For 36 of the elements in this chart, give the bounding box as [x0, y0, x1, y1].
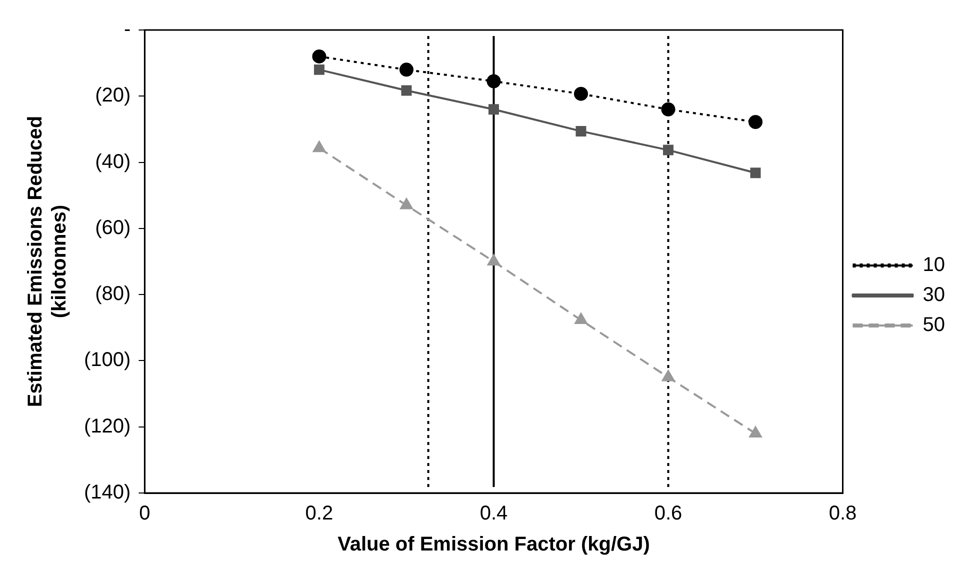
point: [750, 168, 761, 178]
point: [314, 64, 324, 75]
y-tick-label: (100): [84, 349, 131, 372]
point: [486, 74, 501, 88]
y-axis-title: Estimated Emissions Reduced (kilotonnes): [24, 116, 71, 408]
point: [574, 86, 588, 101]
point: [576, 126, 586, 136]
point: [399, 62, 414, 77]
y-tick-label: (40): [95, 150, 131, 173]
x-tick-label: 0.2: [305, 502, 334, 525]
legend-label: 30: [922, 284, 946, 306]
point: [401, 85, 412, 96]
point: [661, 102, 676, 116]
y-tick-label: (120): [84, 415, 131, 438]
point: [749, 426, 762, 438]
point: [488, 254, 500, 266]
point: [574, 313, 588, 324]
point: [662, 370, 674, 382]
legend-label: 50: [922, 314, 946, 336]
point: [488, 104, 499, 115]
y-tick-label: (60): [95, 216, 131, 239]
y-tick-label: (140): [84, 482, 131, 504]
point: [400, 198, 413, 210]
point: [662, 144, 674, 156]
y-tick-label: (80): [95, 283, 131, 306]
x-tick-label: 0.4: [480, 502, 508, 525]
x-axis-title: Value of Emission Factor (kg/GJ): [338, 534, 650, 556]
x-tick-label: 0.8: [828, 502, 857, 525]
x-tick-label: 0.6: [654, 502, 682, 525]
y-tick-label: (20): [95, 84, 131, 107]
legend-label: 10: [922, 254, 946, 276]
y-tick-label: -: [124, 18, 131, 41]
point: [748, 114, 762, 129]
point: [312, 49, 326, 64]
point: [313, 141, 326, 152]
x-tick-label: 0: [139, 502, 150, 525]
